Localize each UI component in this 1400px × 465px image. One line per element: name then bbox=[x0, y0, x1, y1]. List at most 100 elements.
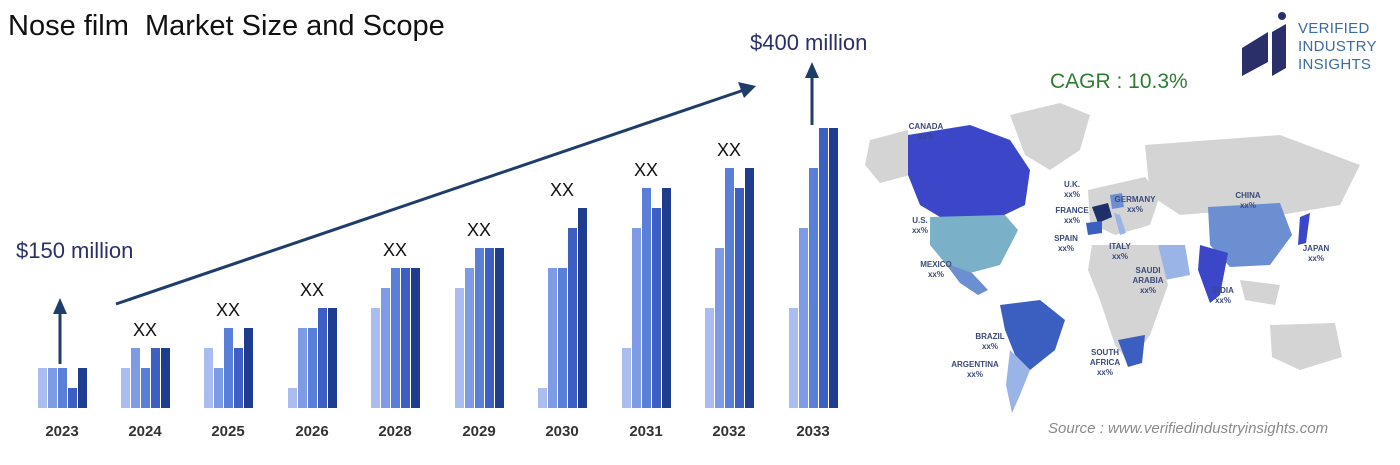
x-tick-2024: 2024 bbox=[128, 423, 162, 440]
bar-2029-s5 bbox=[495, 248, 504, 408]
map-label-name: JAPAN bbox=[1303, 244, 1330, 253]
annotation-2031: XX bbox=[634, 160, 658, 180]
map-label-value: xx% bbox=[1215, 296, 1231, 305]
bar-2030-s5 bbox=[578, 208, 587, 408]
end-arrow-head bbox=[805, 62, 819, 78]
x-axis-ticks: 2023 2024 2025 2026 2028 2029 2030 2031 2032 2033 bbox=[45, 423, 829, 440]
map-label-uk: U.K.xx% bbox=[1064, 180, 1080, 199]
bar-2029-s4 bbox=[485, 248, 494, 408]
map-label-name: CHINA bbox=[1235, 191, 1261, 200]
map-label-value: xx% bbox=[1112, 252, 1128, 261]
end-value-label: $400 million bbox=[750, 30, 868, 55]
map-asia bbox=[1145, 135, 1360, 215]
bar-2023-s3 bbox=[58, 368, 67, 408]
bar-2030-s3 bbox=[558, 268, 567, 408]
map-label-name: SOUTH bbox=[1091, 348, 1119, 357]
x-tick-2033: 2033 bbox=[796, 423, 829, 440]
map-label-name: INDIA bbox=[1212, 286, 1234, 295]
map-label-name: U.K. bbox=[1064, 180, 1080, 189]
map-greenland bbox=[1010, 103, 1090, 170]
map-argentina bbox=[1006, 350, 1030, 413]
map-africa bbox=[1088, 245, 1168, 363]
map-spain bbox=[1086, 221, 1102, 235]
x-tick-2032: 2032 bbox=[712, 423, 745, 440]
bar-2024-s4 bbox=[151, 348, 160, 408]
x-tick-2023: 2023 bbox=[45, 423, 78, 440]
source-label: Source : www.verifiedindustryinsights.co… bbox=[1048, 420, 1329, 437]
bar-2029-s3 bbox=[475, 248, 484, 408]
bar-2026-s3 bbox=[308, 328, 317, 408]
map-label-name: ARGENTINA bbox=[951, 360, 999, 369]
map-italy bbox=[1114, 213, 1126, 235]
map-label-name: CANADA bbox=[909, 122, 944, 131]
x-tick-2026: 2026 bbox=[295, 423, 328, 440]
annotation-2030: XX bbox=[550, 180, 574, 200]
map-japan bbox=[1298, 213, 1310, 245]
map-label-value: xx% bbox=[1058, 244, 1074, 253]
logo-mark-icon bbox=[1242, 12, 1286, 76]
map-brazil bbox=[1000, 300, 1065, 370]
bar-2032-s2 bbox=[715, 248, 724, 408]
bar-2031-s5 bbox=[662, 188, 671, 408]
bar-2023-s5 bbox=[78, 368, 87, 408]
map-labels: CANADAxx%U.S.xx%MEXICOxx%BRAZILxx%ARGENT… bbox=[909, 122, 1330, 379]
start-value-label: $150 million bbox=[16, 238, 134, 263]
x-tick-2028: 2028 bbox=[378, 423, 411, 440]
map-label-value: xx% bbox=[967, 370, 983, 379]
trend-arrow-line bbox=[115, 88, 745, 306]
cagr-label: CAGR : 10.3% bbox=[1050, 70, 1188, 93]
map-china bbox=[1208, 203, 1292, 267]
bar-2023-s1 bbox=[38, 368, 47, 408]
annotation-2029: XX bbox=[467, 220, 491, 240]
bar-2024-s2 bbox=[131, 348, 140, 408]
bar-2032-s4 bbox=[735, 188, 744, 408]
bar-2028-s3 bbox=[391, 268, 400, 408]
bar-2028-s1 bbox=[371, 308, 380, 408]
map-usa bbox=[930, 215, 1018, 273]
annotation-2024: XX bbox=[133, 320, 157, 340]
logo-line-3: INSIGHTS bbox=[1298, 56, 1372, 73]
annotation-2028: XX bbox=[383, 240, 407, 260]
map-india bbox=[1198, 245, 1228, 303]
map-label-value: xx% bbox=[928, 270, 944, 279]
x-tick-2030: 2030 bbox=[545, 423, 578, 440]
map-label-us: U.S.xx% bbox=[912, 216, 928, 235]
bar-2033-s4 bbox=[819, 128, 828, 408]
map-label-name: SPAIN bbox=[1054, 234, 1078, 243]
map-label-value: xx% bbox=[1127, 205, 1143, 214]
map-label-value: xx% bbox=[1064, 190, 1080, 199]
map-label-value: xx% bbox=[918, 132, 934, 141]
map-label-value: ARABIA bbox=[1132, 276, 1163, 285]
map-mexico bbox=[945, 263, 988, 295]
bar-2030-s2 bbox=[548, 268, 557, 408]
bar-2023-s4 bbox=[68, 388, 77, 408]
bar-2028-s5 bbox=[411, 268, 420, 408]
bar-2028-s4 bbox=[401, 268, 410, 408]
map-label-value: xx% bbox=[1064, 216, 1080, 225]
map-germany bbox=[1110, 193, 1124, 209]
map-canada bbox=[908, 125, 1030, 217]
logo-line-1: VERIFIED bbox=[1298, 20, 1370, 37]
map-label-value: AFRICA bbox=[1090, 358, 1120, 367]
bar-2025-s2 bbox=[214, 368, 223, 408]
map-label-name: U.S. bbox=[912, 216, 928, 225]
bar-2033-s5 bbox=[829, 128, 838, 408]
bar-2029-s2 bbox=[465, 268, 474, 408]
bar-2023-s2 bbox=[48, 368, 57, 408]
bar-2026-s1 bbox=[288, 388, 297, 408]
map-label-name: BRAZIL bbox=[975, 332, 1004, 341]
x-tick-2031: 2031 bbox=[629, 423, 662, 440]
x-tick-2029: 2029 bbox=[462, 423, 495, 440]
bar-2026-s5 bbox=[328, 308, 337, 408]
map-saudi bbox=[1158, 245, 1190, 280]
world-map: CANADAxx%U.S.xx%MEXICOxx%BRAZILxx%ARGENT… bbox=[865, 103, 1360, 413]
start-arrow-head bbox=[53, 298, 67, 314]
